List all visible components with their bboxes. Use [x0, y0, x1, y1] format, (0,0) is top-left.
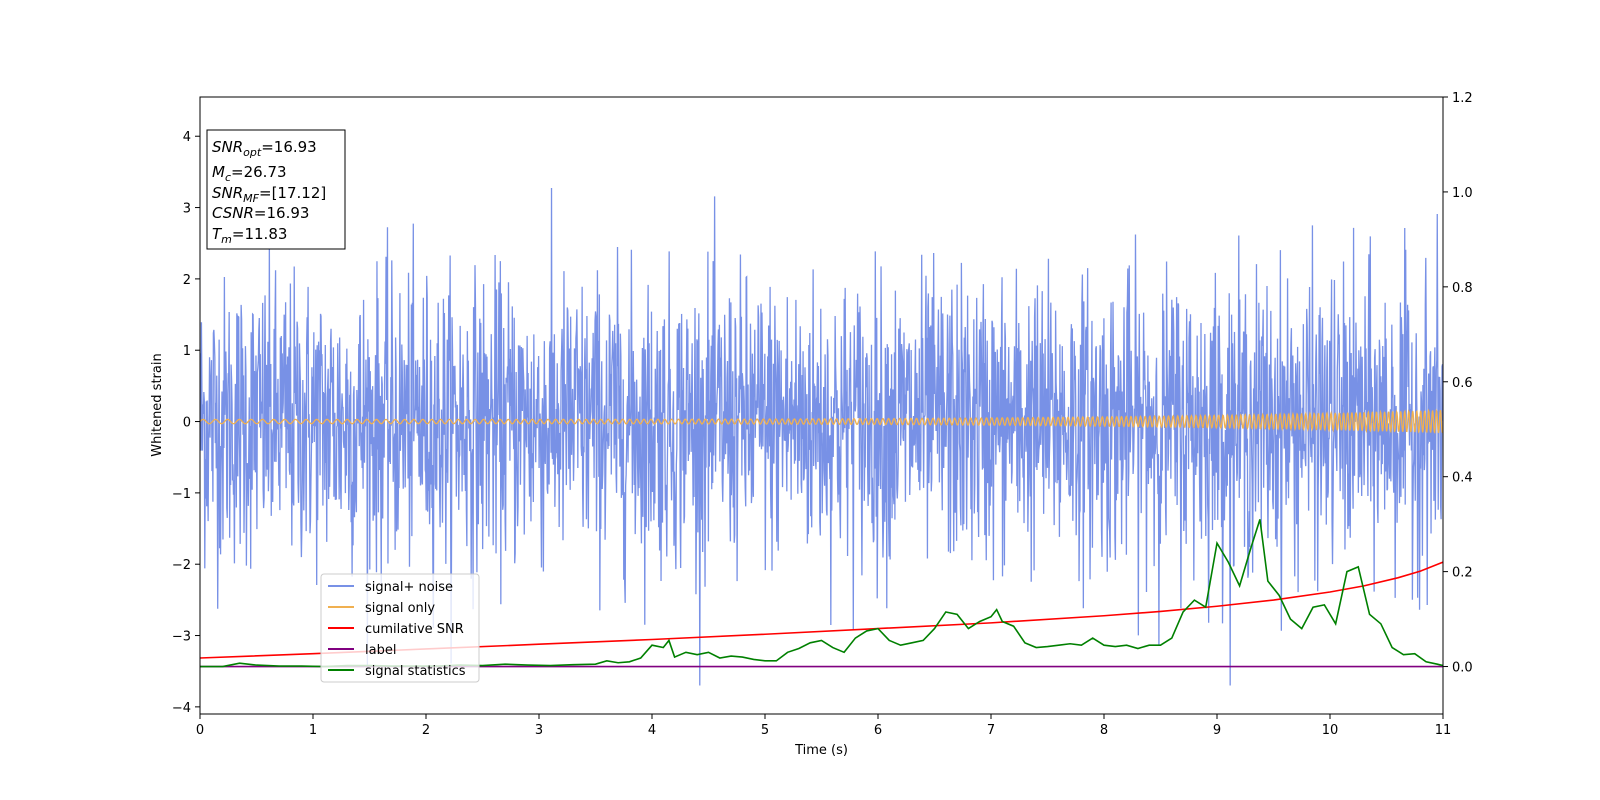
- info-box-line: SNRopt=16.93: [212, 138, 317, 159]
- y-right-tick-label: 1.0: [1452, 186, 1473, 201]
- x-tick-label: 2: [422, 723, 430, 738]
- info-box-line: CSNR=16.93: [212, 204, 309, 222]
- x-tick-label: 4: [648, 723, 656, 738]
- series-signal-statistics-line: [200, 519, 1443, 668]
- legend-label: signal only: [365, 601, 435, 616]
- y-right-tick-label: 0.6: [1452, 376, 1473, 391]
- info-box-frame: [206, 129, 346, 250]
- axes-frame: [199, 96, 1444, 715]
- info-box-line: Tm=11.83: [212, 225, 287, 246]
- x-tick-label: 8: [1100, 723, 1108, 738]
- x-axis-title: Time (s): [794, 743, 848, 758]
- y-left-tick-label: 0: [183, 416, 191, 431]
- x-tick-label: 3: [535, 723, 543, 738]
- y-axis-left: −4 −3 −2 −1 0 1 2 3 4: [172, 130, 200, 716]
- series-signal-noise-line: [200, 187, 1443, 686]
- x-tick-label: 1: [309, 723, 317, 738]
- x-axis: 0 1 2 3 4 5 6 7 8 9 10 11: [196, 714, 1451, 738]
- y-left-tick-label: 3: [183, 202, 191, 217]
- info-box-line: Mc=26.73: [212, 163, 287, 184]
- y-left-tick-label: 1: [183, 344, 191, 359]
- info-box: SNRopt=16.93 Mc=26.73SNRMF=[17.12]CSNR=16…: [206, 129, 346, 250]
- y-left-tick-label: −1: [172, 487, 191, 502]
- legend-label: signal+ noise: [365, 580, 453, 595]
- y-right-tick-label: 0.2: [1452, 566, 1473, 581]
- x-tick-label: 5: [761, 723, 769, 738]
- y-left-tick-label: −2: [172, 558, 191, 573]
- legend: signal+ noise signal only cumilative SNR la…: [320, 573, 480, 683]
- info-box-line: SNRMF=[17.12]: [212, 184, 326, 205]
- series-signal-only-line: [200, 408, 1443, 434]
- y-right-tick-label: 1.2: [1452, 91, 1473, 106]
- y-axis-title: Whitened strain: [150, 353, 165, 456]
- legend-label: cumilative SNR: [365, 622, 464, 637]
- y-right-tick-label: 0.8: [1452, 281, 1473, 296]
- y-left-tick-label: −4: [172, 701, 191, 716]
- x-tick-label: 0: [196, 723, 204, 738]
- series-cumulative-snr-line: [200, 561, 1443, 659]
- x-tick-label: 7: [987, 723, 995, 738]
- legend-label: signal statistics: [365, 664, 466, 679]
- y-axis-right: 0.0 0.2 0.4 0.6 0.8 1.0 1.2: [1443, 91, 1473, 676]
- y-left-tick-label: −3: [172, 630, 191, 645]
- legend-frame: [320, 573, 480, 683]
- x-tick-label: 9: [1213, 723, 1221, 738]
- x-tick-label: 10: [1322, 723, 1339, 738]
- y-right-tick-label: 0.4: [1452, 471, 1473, 486]
- y-left-tick-label: 2: [183, 273, 191, 288]
- legend-label: label: [365, 643, 396, 658]
- y-right-tick-label: 0.0: [1452, 661, 1473, 676]
- y-left-tick-label: 4: [183, 130, 191, 145]
- x-tick-label: 11: [1435, 723, 1452, 738]
- x-tick-label: 6: [874, 723, 882, 738]
